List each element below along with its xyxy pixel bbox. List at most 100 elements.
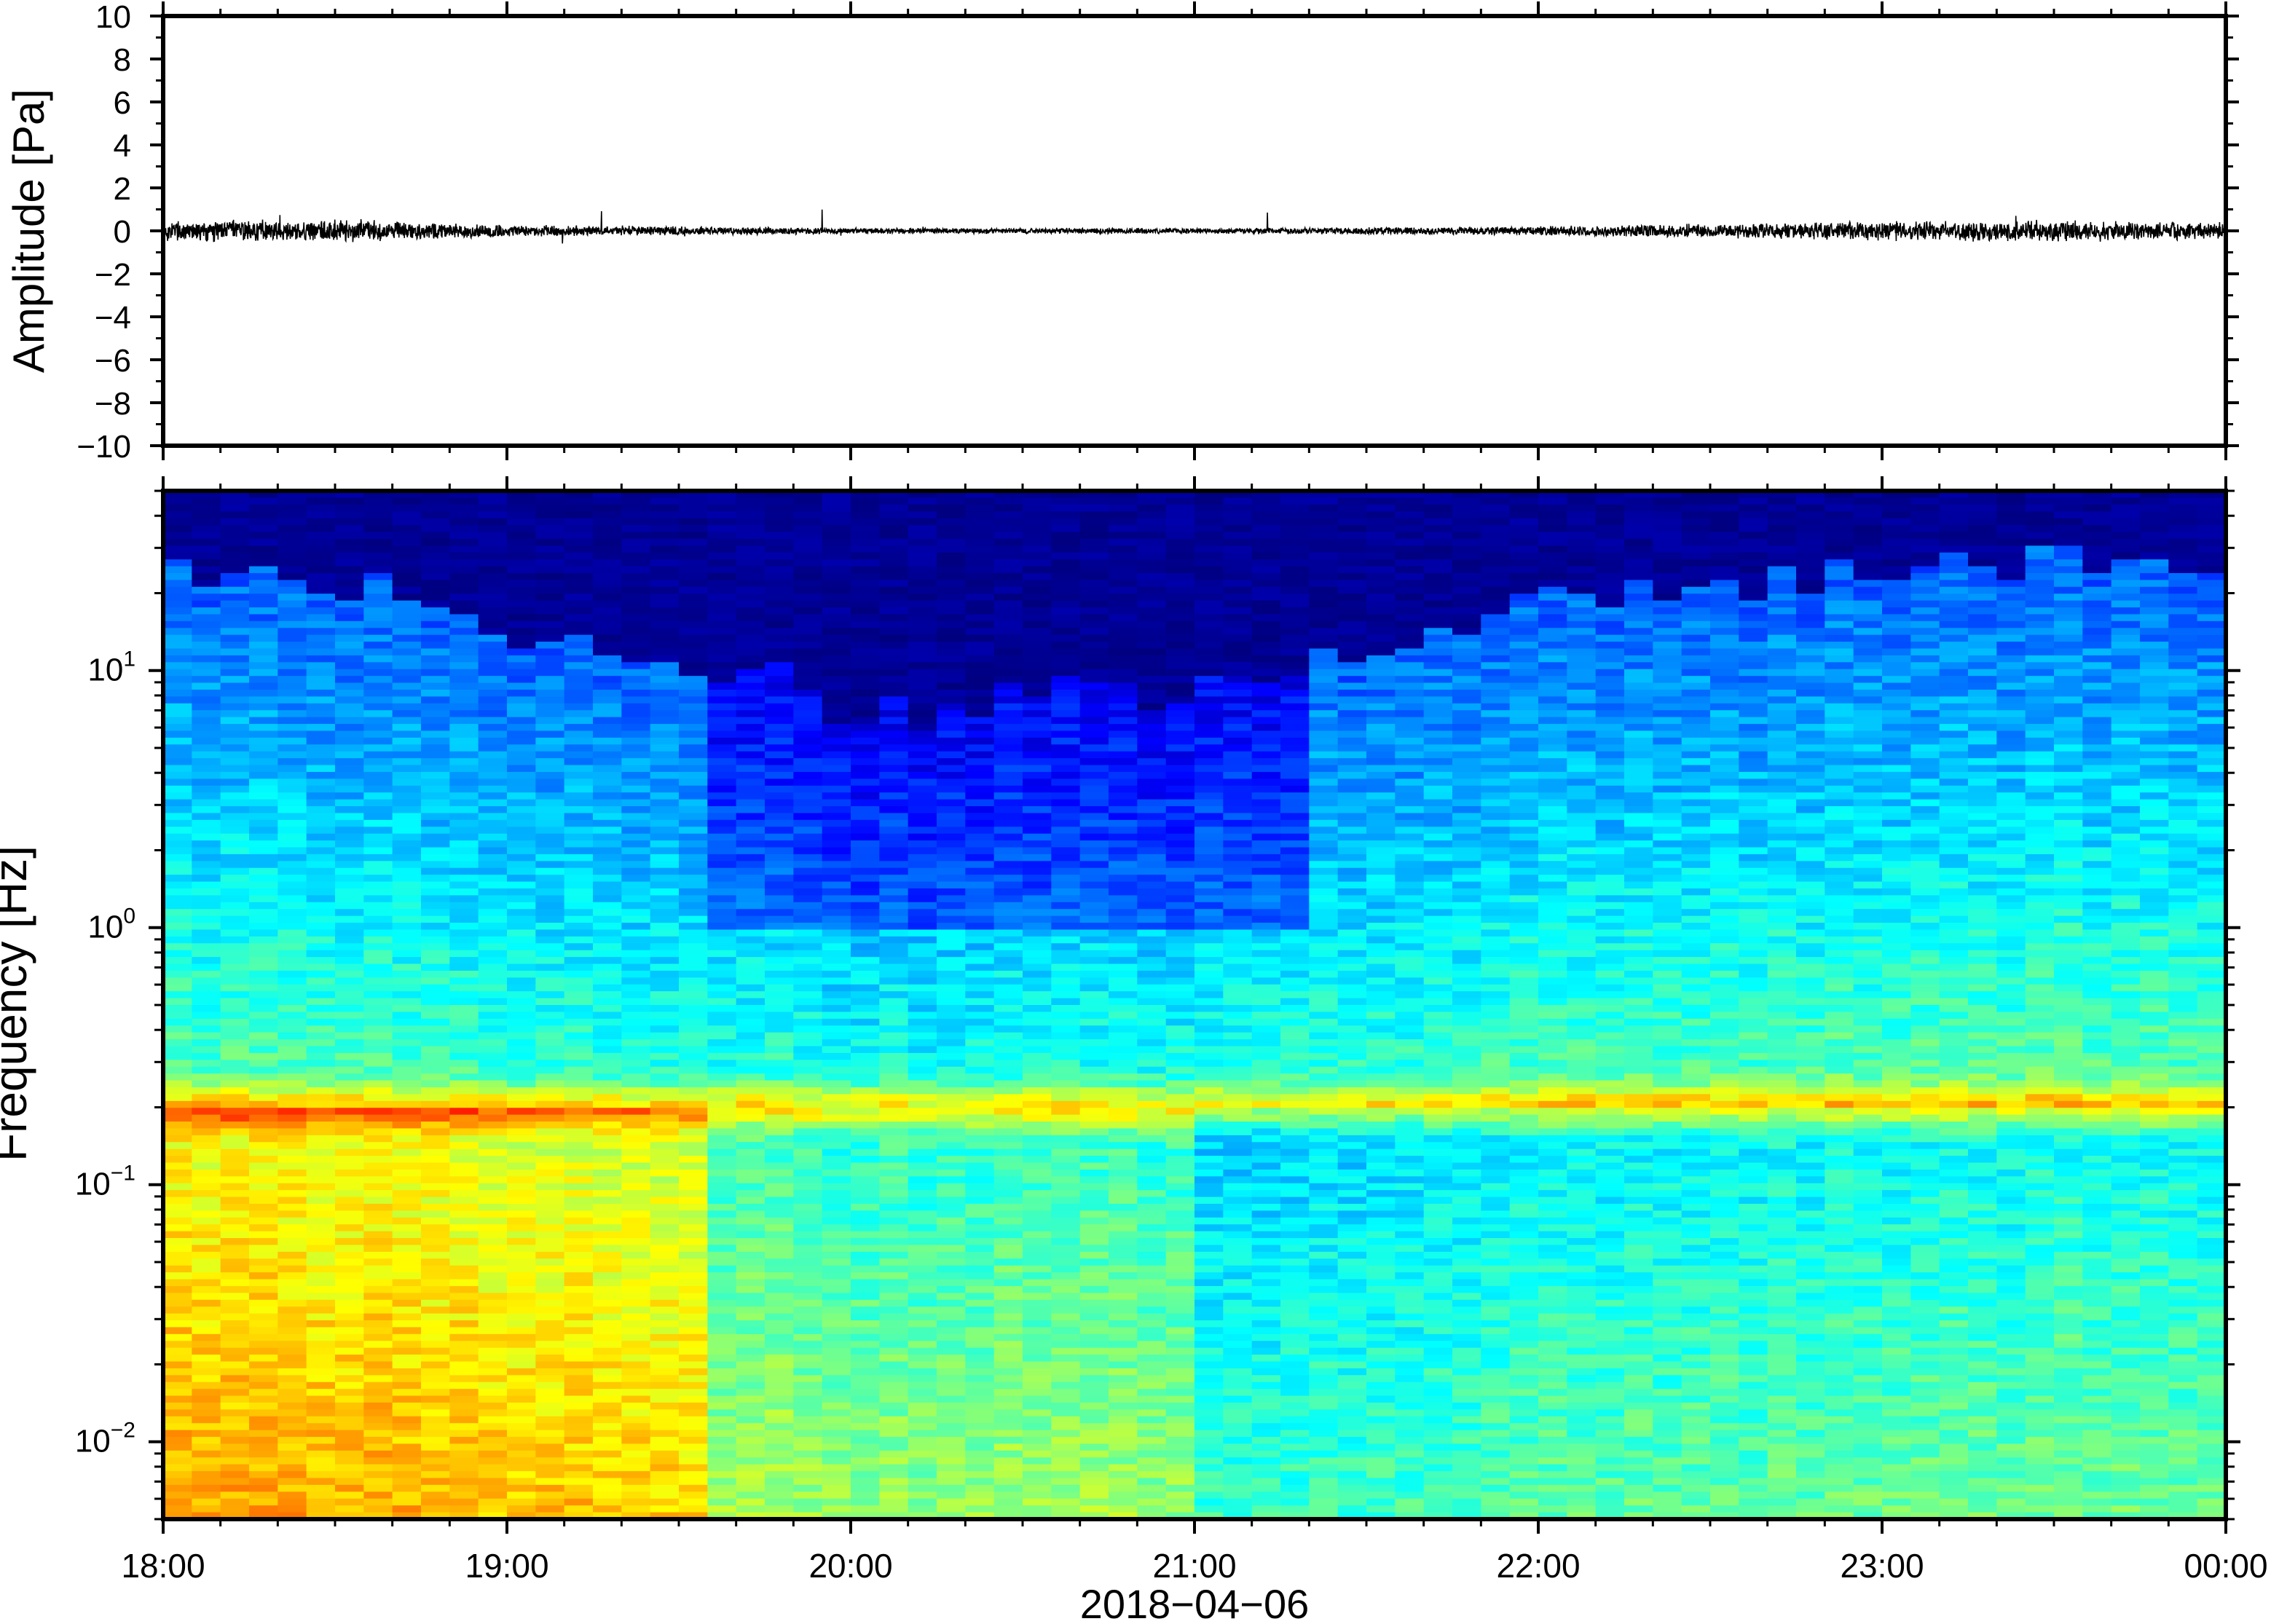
spectrogram-cell <box>707 792 737 800</box>
spectrogram-cell <box>163 1409 193 1417</box>
spectrogram-cell <box>306 1032 336 1040</box>
spectrogram-cell <box>1051 950 1081 958</box>
spectrogram-cell <box>392 662 422 670</box>
spectrogram-cell <box>679 888 709 896</box>
spectrogram-cell <box>363 861 393 869</box>
spectrogram-cell <box>993 1285 1023 1294</box>
spectrogram-cell <box>220 1060 250 1068</box>
spectrogram-cell <box>163 1046 193 1054</box>
spectrogram-cell <box>507 1197 537 1205</box>
spectrogram-cell <box>507 634 537 642</box>
spectrogram-cell <box>163 923 193 931</box>
spectrogram-cell <box>306 1122 336 1130</box>
spectrogram-cell <box>679 710 709 718</box>
spectrogram-cell <box>535 1073 565 1081</box>
spectrogram-cell <box>249 1176 279 1184</box>
spectrogram-cell <box>1023 1265 1052 1273</box>
spectrogram-cell <box>278 491 307 499</box>
spectrogram-cell <box>851 710 881 718</box>
spectrogram-cell <box>564 628 594 636</box>
spectrogram-cell <box>822 792 851 800</box>
spectrogram-cell <box>163 895 193 903</box>
spectrogram-cell <box>851 1258 881 1266</box>
spectrogram-cell <box>535 1176 565 1184</box>
spectrogram-cell <box>765 1355 795 1363</box>
spectrogram-cell <box>220 854 250 862</box>
spectrogram-cell <box>220 545 250 553</box>
spectrogram-cell <box>736 1135 765 1143</box>
spectrogram-cell <box>421 504 451 513</box>
spectrogram-cell <box>507 566 537 574</box>
spectrogram-cell <box>564 1060 594 1068</box>
spectrogram-cell <box>1051 689 1081 698</box>
spectrogram-cell <box>192 1052 221 1061</box>
spectrogram-cell <box>192 1135 221 1143</box>
spectrogram-cell <box>535 827 565 835</box>
spectrogram-cell <box>908 1464 937 1472</box>
spectrogram-cell <box>306 1279 336 1287</box>
spectrogram-cell <box>278 963 307 971</box>
spectrogram-cell <box>793 1073 823 1081</box>
spectrogram-cell <box>306 586 336 594</box>
spectrogram-cell <box>707 545 737 553</box>
spectrogram-cell <box>220 792 250 800</box>
spectrogram-cell <box>392 785 422 793</box>
spectrogram-cell <box>249 1190 279 1198</box>
spectrogram-cell <box>564 1142 594 1150</box>
spectrogram-cell <box>449 1245 479 1253</box>
spectrogram-cell <box>449 1066 479 1074</box>
spectrogram-cell <box>1079 662 1109 670</box>
spectrogram-cell <box>851 717 881 725</box>
spectrogram-cell <box>993 710 1023 718</box>
spectrogram-cell <box>851 1005 881 1013</box>
spectrogram-cell <box>1023 552 1052 560</box>
spectrogram-cell <box>1023 620 1052 629</box>
spectrogram-cell <box>392 1245 422 1253</box>
spectrogram-cell <box>736 1025 765 1033</box>
spectrogram-cell <box>535 1293 565 1301</box>
spectrogram-cell <box>564 1327 594 1335</box>
spectrogram-cell <box>765 1073 795 1081</box>
spectrogram-cell <box>650 1313 680 1321</box>
spectrogram-cell <box>822 1402 851 1411</box>
spectrogram-cell <box>478 1142 508 1150</box>
spectrogram-cell <box>306 497 336 505</box>
spectrogram-cell <box>192 991 221 999</box>
spectrogram-cell <box>335 1423 365 1431</box>
spectrogram-cell <box>650 1491 680 1499</box>
spectrogram-cell <box>1023 847 1052 855</box>
spectrogram-cell <box>564 984 594 992</box>
spectrogram-cell <box>707 1293 737 1301</box>
spectrogram-cell <box>822 1142 851 1150</box>
spectrogram-cell <box>851 628 881 636</box>
spectrogram-cell <box>564 1217 594 1226</box>
spectrogram-cell <box>535 655 565 663</box>
spectrogram-cell <box>993 1005 1023 1013</box>
spectrogram-cell <box>306 1210 336 1218</box>
spectrogram-cell <box>621 1128 651 1136</box>
spectrogram-cell <box>765 538 795 547</box>
spectrogram-cell <box>1023 1135 1052 1143</box>
spectrogram-cell <box>249 998 279 1006</box>
spectrogram-cell <box>249 689 279 698</box>
spectrogram-cell <box>278 676 307 684</box>
spectrogram-cell <box>822 923 851 931</box>
spectrogram-cell <box>163 504 193 513</box>
spectrogram-cell <box>765 1341 795 1349</box>
spectrogram-cell <box>993 1142 1023 1150</box>
spectrogram-cell <box>192 676 221 684</box>
spectrogram-cell <box>163 1505 193 1513</box>
spectrogram-cell <box>335 881 365 889</box>
spectrogram-cell <box>535 923 565 931</box>
spectrogram-cell <box>937 1471 967 1479</box>
spectrogram-cell <box>822 1464 851 1472</box>
spectrogram-cell <box>220 1217 250 1226</box>
spectrogram-cell <box>879 724 909 732</box>
spectrogram-cell <box>535 682 565 690</box>
spectrogram-cell <box>1023 1416 1052 1424</box>
spectrogram-cell <box>306 545 336 553</box>
spectrogram-cell <box>449 1505 479 1513</box>
spectrogram-cell <box>993 771 1023 780</box>
spectrogram-cell <box>220 1176 250 1184</box>
